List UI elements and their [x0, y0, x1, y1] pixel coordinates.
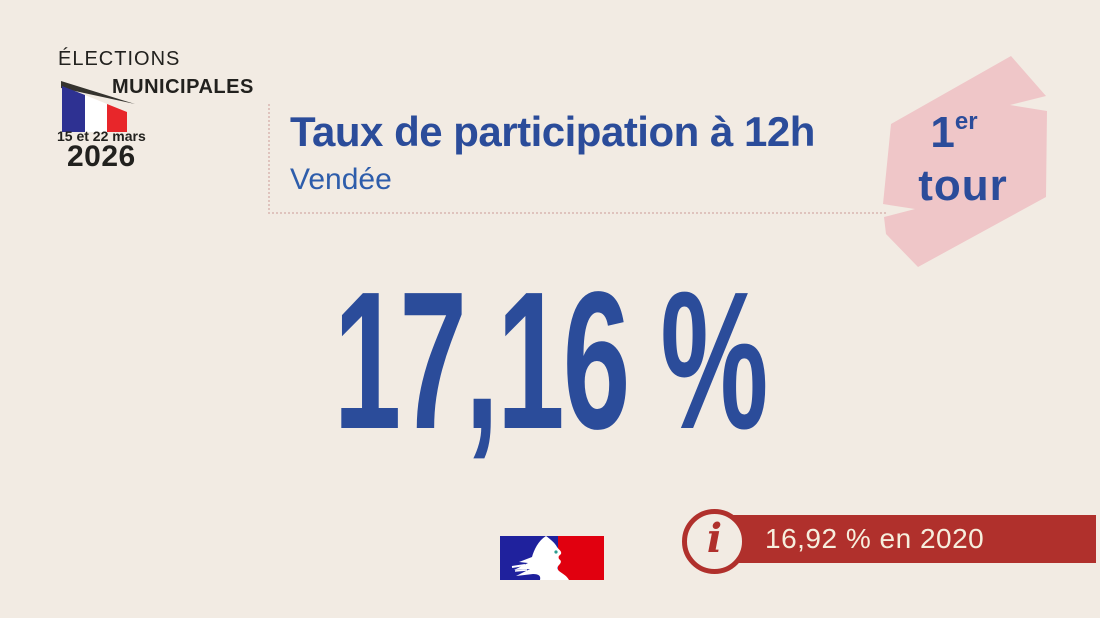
badge-round-word: tour	[918, 161, 1008, 210]
comparison-bar: 16,92 % en 2020	[713, 515, 1096, 563]
french-flag-ballot-icon	[61, 81, 135, 132]
comparison-label: 16,92 % en 2020	[765, 523, 985, 554]
participation-value-wrap: 17,16 %	[0, 262, 1100, 458]
badge-brush-stroke-icon	[883, 56, 1047, 267]
badge-round-number: 1er	[865, 110, 1043, 155]
info-icon-glyph: i	[706, 515, 723, 562]
marianne-logo	[500, 536, 604, 580]
page-title: Taux de participation à 12h	[290, 108, 815, 155]
page-subtitle: Vendée	[290, 163, 392, 197]
participation-value: 17,16 %	[333, 250, 769, 470]
brand-dates: 15 et 22 mars	[57, 128, 146, 144]
info-icon: i	[682, 509, 747, 574]
brand-year: 2026	[67, 140, 136, 173]
badge-number: 1	[930, 108, 955, 157]
brand-line2: MUNICIPALES	[112, 76, 254, 98]
round-badge: 1er tour	[878, 54, 1056, 272]
badge-ordinal: er	[954, 108, 978, 135]
elections-municipales-logo: ÉLECTIONS MUNICIPALES 15 et 22 mars 2026	[0, 0, 270, 190]
brand-line1: ÉLECTIONS	[58, 48, 181, 70]
title-box: Taux de participation à 12h Vendée	[268, 104, 886, 214]
